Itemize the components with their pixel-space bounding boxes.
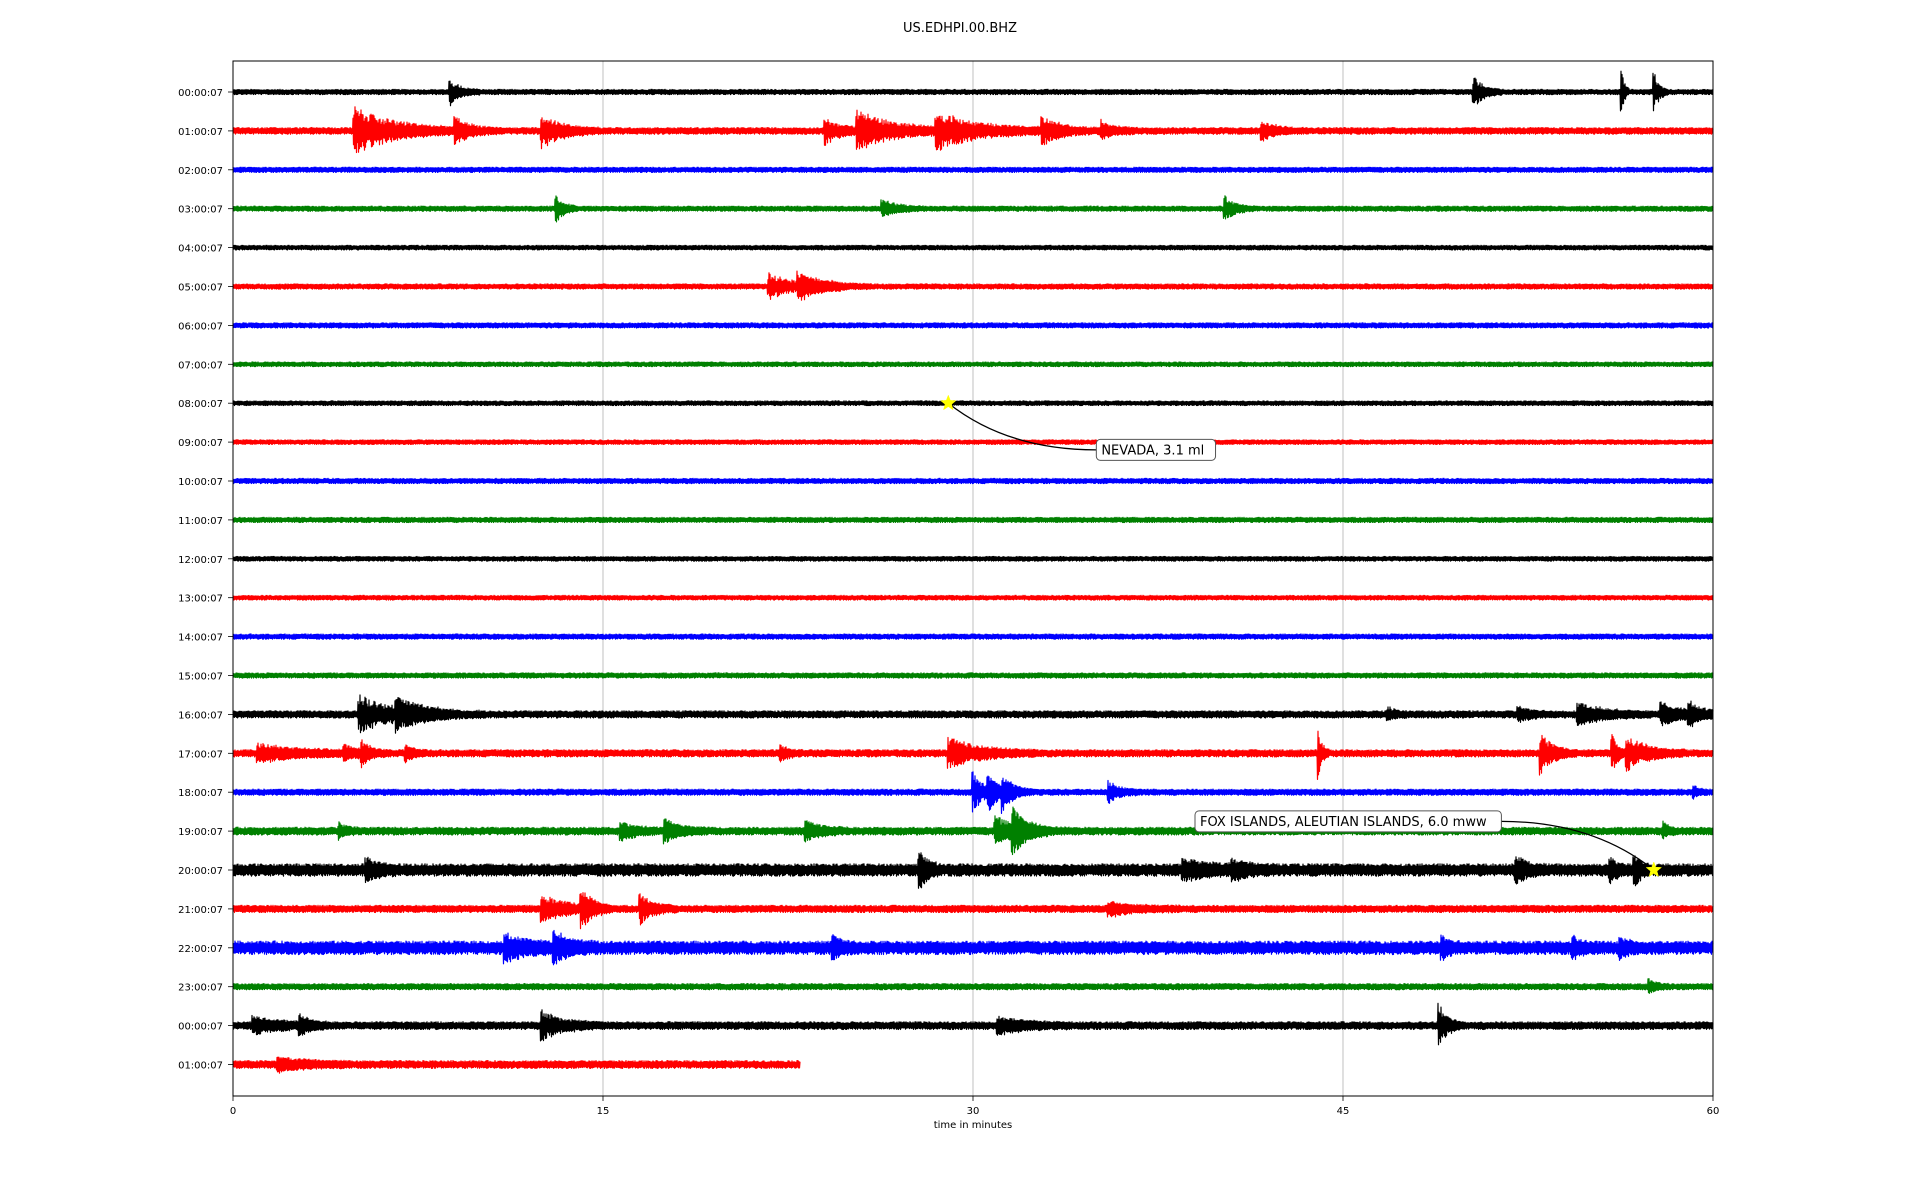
annotation-connector xyxy=(947,402,1097,451)
trace-row xyxy=(232,70,1714,112)
annotations: NEVADA, 3.1 ml FOX ISLANDS, ALEUTIAN ISLA… xyxy=(940,394,1663,878)
row-time-label: 00:00:07 xyxy=(178,1022,223,1033)
trace-row xyxy=(232,322,1714,329)
trace-row xyxy=(232,439,1714,445)
x-axis: 0 15 30 45 60 time in minutes xyxy=(230,1096,1720,1131)
row-time-label: 11:00:07 xyxy=(178,516,223,527)
x-tick-label: 15 xyxy=(597,1106,610,1117)
row-time-label: 13:00:07 xyxy=(178,594,223,605)
row-time-label: 09:00:07 xyxy=(178,438,223,449)
row-time-label: 17:00:07 xyxy=(178,749,223,760)
row-time-label: 01:00:07 xyxy=(178,127,223,138)
annotation-text: FOX ISLANDS, ALEUTIAN ISLANDS, 6.0 mww xyxy=(1200,815,1487,830)
row-time-label: 15:00:07 xyxy=(178,672,223,683)
traces xyxy=(232,70,1714,1074)
trace-row xyxy=(232,195,1714,223)
row-time-label: 04:00:07 xyxy=(178,244,223,255)
trace-row xyxy=(232,1056,801,1074)
trace-row xyxy=(232,555,1714,562)
annotation-box xyxy=(1095,438,1217,461)
annotation-connector xyxy=(1501,820,1655,871)
row-time-label: 02:00:07 xyxy=(178,166,223,177)
row-time-label: 16:00:07 xyxy=(178,710,223,721)
row-time-label: 12:00:07 xyxy=(178,555,223,566)
row-time-label: 05:00:07 xyxy=(178,283,223,294)
event-star-marker xyxy=(1645,861,1663,878)
row-time-label: 08:00:07 xyxy=(178,399,223,410)
trace-row xyxy=(232,477,1714,485)
row-time-label: 01:00:07 xyxy=(178,1061,223,1072)
trace-row xyxy=(232,166,1714,173)
row-time-label: 00:00:07 xyxy=(178,88,223,99)
trace-row xyxy=(232,106,1714,154)
trace-row xyxy=(232,892,1714,930)
trace-row xyxy=(232,400,1714,407)
row-time-label: 23:00:07 xyxy=(178,983,223,994)
x-tick-label: 30 xyxy=(967,1106,980,1117)
row-time-label: 19:00:07 xyxy=(178,827,223,838)
trace-row xyxy=(232,244,1714,251)
trace-row xyxy=(232,594,1714,601)
x-axis-label: time in minutes xyxy=(934,1120,1013,1131)
row-time-label: 14:00:07 xyxy=(178,633,223,644)
row-time-label: 20:00:07 xyxy=(178,866,223,877)
trace-row xyxy=(232,771,1714,814)
row-time-label: 18:00:07 xyxy=(178,788,223,799)
annotation-box xyxy=(1194,810,1502,833)
row-time-label: 03:00:07 xyxy=(178,205,223,216)
trace-row xyxy=(232,929,1714,966)
trace-row xyxy=(232,361,1714,368)
trace-row xyxy=(232,694,1714,734)
event-star-marker xyxy=(940,394,957,411)
trace-row xyxy=(232,1002,1714,1046)
row-labels: 00:00:07 01:00:07 02:00:07 03:00:07 04:00:07… xyxy=(178,88,233,1072)
row-time-label: 06:00:07 xyxy=(178,321,223,332)
annotation-text: NEVADA, 3.1 ml xyxy=(1101,444,1204,459)
trace-row xyxy=(232,978,1714,994)
x-tick-label: 0 xyxy=(230,1106,236,1117)
trace-row xyxy=(232,516,1714,524)
trace-row xyxy=(232,270,1714,301)
x-tick-label: 45 xyxy=(1337,1106,1350,1117)
row-time-label: 07:00:07 xyxy=(178,360,223,371)
trace-row xyxy=(232,633,1714,640)
trace-row xyxy=(232,730,1714,780)
trace-row xyxy=(232,672,1714,679)
row-time-label: 10:00:07 xyxy=(178,477,223,488)
trace-row xyxy=(232,852,1714,889)
row-time-label: 22:00:07 xyxy=(178,944,223,955)
row-time-label: 21:00:07 xyxy=(178,905,223,916)
x-tick-label: 60 xyxy=(1707,1106,1720,1117)
chart-title: US.EDHPI.00.BHZ xyxy=(903,21,1017,36)
